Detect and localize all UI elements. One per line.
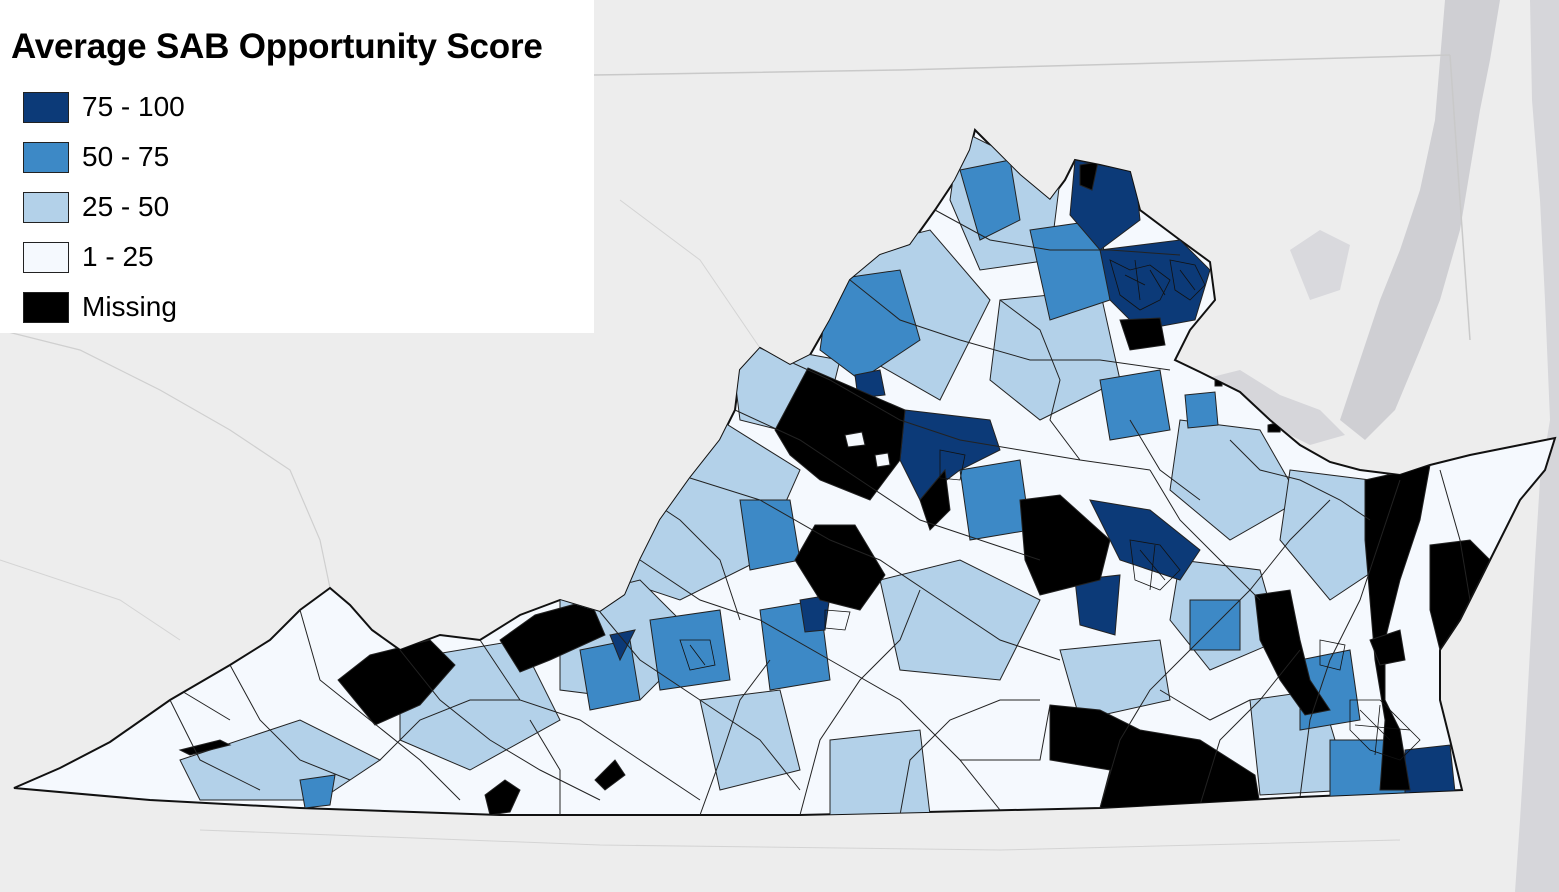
legend-label: Missing	[82, 291, 177, 322]
legend-swatch	[23, 191, 69, 223]
region-75-100	[1074, 574, 1121, 636]
bay-inlet	[1290, 230, 1350, 300]
legend-swatch	[23, 241, 69, 273]
legend-label: 25 - 50	[82, 191, 170, 222]
county-boundaries	[59, 209, 1471, 815]
region-75-100	[1404, 744, 1456, 796]
missing-area-enclaves	[844, 431, 891, 468]
urban-tract-clusters	[679, 259, 1421, 761]
map-legend: Average SAB Opportunity Score 75 - 100 50…	[0, 0, 594, 333]
region-50-75	[579, 639, 641, 711]
region-missing	[1429, 539, 1491, 652]
region-missing	[1019, 494, 1111, 596]
state-boundary-de	[1449, 54, 1471, 341]
potomac-river	[1200, 370, 1345, 445]
region-25-50	[1279, 469, 1391, 601]
state-boundary-pa	[593, 54, 1451, 76]
legend-label: 75 - 100	[82, 91, 185, 122]
region-missing	[1364, 464, 1431, 791]
region-missing	[1119, 317, 1166, 351]
region-50-75	[739, 499, 801, 571]
county-boundary-nc	[199, 829, 1401, 851]
chesapeake-bay	[1340, 0, 1500, 440]
region-missing	[919, 468, 951, 531]
region-25-50	[699, 689, 801, 791]
region-25-50	[829, 729, 931, 815]
legend-item: 75 - 100	[23, 82, 594, 132]
region-missing	[774, 367, 906, 501]
county-boundary-wv	[619, 199, 761, 349]
region-missing	[594, 759, 626, 791]
region-50-75	[1184, 391, 1219, 429]
region-50-75	[1099, 369, 1171, 441]
legend-label: 50 - 75	[82, 141, 170, 172]
region-missing	[1254, 589, 1331, 716]
region-missing	[1369, 629, 1406, 666]
region-missing	[794, 524, 886, 611]
legend-item: 1 - 25	[23, 232, 594, 282]
virginia-choropleth	[13, 128, 1557, 816]
region-missing	[337, 639, 456, 726]
legend-swatch	[23, 91, 69, 123]
legend-items: 75 - 100 50 - 75 25 - 50 1 - 25 Missing	[11, 82, 594, 332]
region-missing	[484, 779, 521, 815]
legend-item: 50 - 75	[23, 132, 594, 182]
region-50-75	[299, 774, 336, 809]
region-missing	[499, 599, 606, 673]
region-50-75	[959, 159, 1021, 241]
legend-title: Average SAB Opportunity Score	[11, 27, 543, 66]
county-boundary-ky	[0, 559, 181, 641]
legend-swatch	[23, 291, 69, 323]
region-missing	[178, 739, 232, 756]
atlantic-ocean	[1515, 0, 1559, 892]
legend-item: Missing	[23, 282, 594, 332]
state-boundary-wv-ky	[0, 329, 331, 589]
region-50-75	[649, 609, 731, 691]
legend-item: 25 - 50	[23, 182, 594, 232]
region-50-75	[819, 269, 921, 381]
legend-swatch	[23, 141, 69, 173]
region-25-50	[1059, 639, 1171, 721]
region-fills	[178, 130, 1491, 815]
legend-label: 1 - 25	[82, 241, 154, 272]
